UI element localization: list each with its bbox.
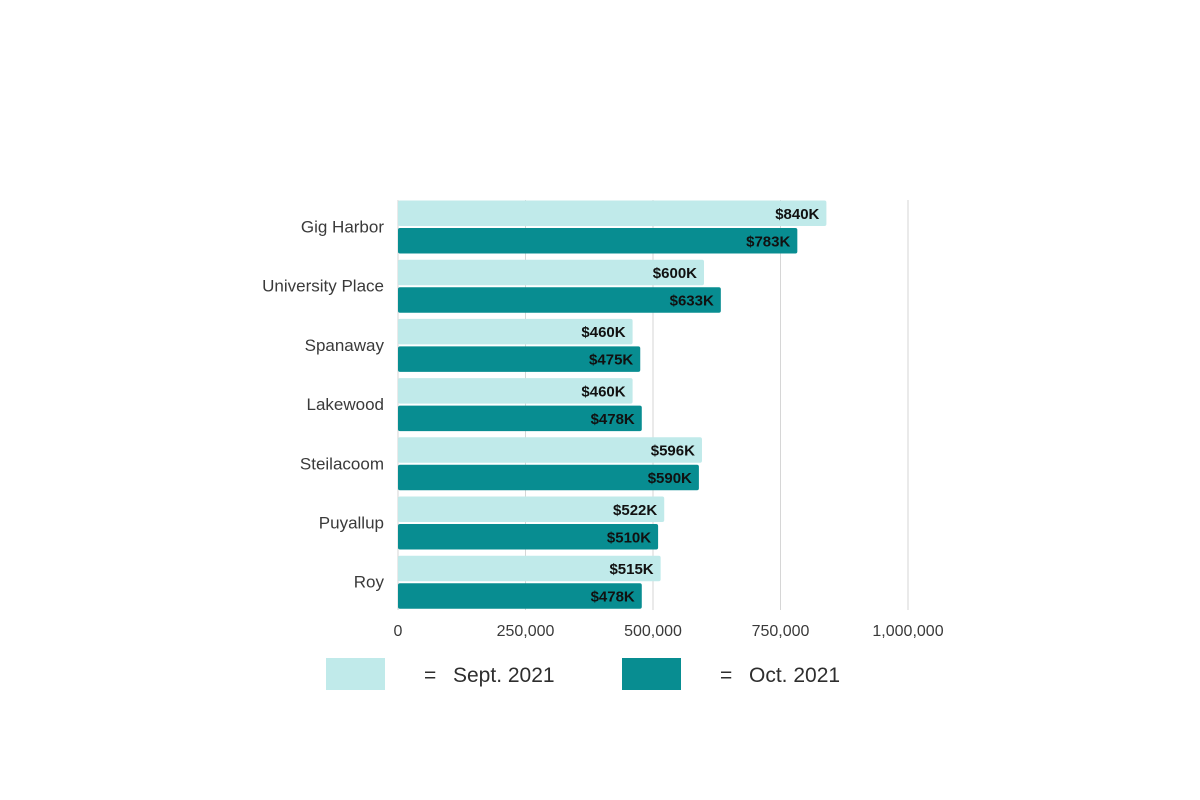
bar-label-oct-2: $475K bbox=[589, 352, 633, 369]
bar-label-sept-6: $515K bbox=[609, 561, 653, 578]
category-label-3: Lakewood bbox=[306, 395, 384, 414]
category-label-6: Roy bbox=[354, 573, 385, 592]
bar-sept-0 bbox=[398, 200, 827, 226]
legend: = Sept. 2021 = Oct. 2021 bbox=[326, 658, 840, 690]
bar-sept-1 bbox=[398, 259, 704, 286]
bar-label-oct-0: $783K bbox=[746, 233, 790, 250]
bar-oct-5 bbox=[398, 524, 659, 550]
category-label-0: Gig Harbor bbox=[301, 218, 384, 237]
legend-swatch-sept bbox=[326, 658, 385, 690]
x-tick-label-1: 250,000 bbox=[497, 623, 555, 640]
bar-label-sept-2: $460K bbox=[581, 324, 625, 341]
bar-label-sept-5: $522K bbox=[613, 502, 657, 519]
bar-label-oct-5: $510K bbox=[607, 529, 651, 546]
bar-oct-3 bbox=[398, 405, 642, 432]
bar-oct-6 bbox=[398, 583, 642, 609]
category-label-2: Spanaway bbox=[305, 336, 385, 355]
bar-sept-3 bbox=[398, 378, 633, 404]
bar-label-oct-4: $590K bbox=[648, 470, 692, 487]
legend-equals-1: = bbox=[720, 664, 732, 687]
category-labels: Gig Harbor University Place Spanaway Lakewo… bbox=[262, 218, 384, 592]
bar-label-oct-3: $478K bbox=[591, 411, 635, 428]
x-tick-label-0: 0 bbox=[394, 623, 403, 640]
x-tick-label-4: 1,000,000 bbox=[872, 623, 943, 640]
x-tick-label-2: 500,000 bbox=[624, 623, 682, 640]
bar-label-sept-3: $460K bbox=[581, 383, 625, 400]
bar-label-sept-4: $596K bbox=[651, 443, 695, 460]
bar-label-oct-6: $478K bbox=[591, 588, 635, 605]
bar-oct-4 bbox=[398, 464, 699, 491]
bar-oct-0 bbox=[398, 228, 798, 254]
legend-swatch-oct bbox=[622, 658, 681, 690]
category-label-4: Steilacoom bbox=[300, 454, 384, 473]
bar-sept-2 bbox=[398, 318, 633, 345]
bar-sept-5 bbox=[398, 496, 665, 522]
x-tick-label-3: 750,000 bbox=[752, 623, 810, 640]
bar-label-sept-0: $840K bbox=[775, 206, 819, 223]
bar-label-sept-1: $600K bbox=[653, 265, 697, 282]
x-axis-tick-labels: 0 250,000 500,000 750,000 1,000,000 bbox=[394, 623, 944, 640]
legend-label-oct: Oct. 2021 bbox=[749, 664, 840, 687]
bar-label-oct-1: $633K bbox=[670, 292, 714, 309]
bar-oct-1 bbox=[398, 287, 721, 313]
category-label-5: Puyallup bbox=[319, 514, 384, 533]
bar-oct-2 bbox=[398, 346, 641, 372]
bar-sept-6 bbox=[398, 555, 661, 582]
category-label-1: University Place bbox=[262, 277, 384, 296]
legend-label-sept: Sept. 2021 bbox=[453, 664, 555, 687]
bars: $840K $783K $600K $633K $460K $475K $460K $478K… bbox=[398, 200, 827, 609]
legend-equals-0: = bbox=[424, 664, 436, 687]
bar-sept-4 bbox=[398, 437, 702, 463]
